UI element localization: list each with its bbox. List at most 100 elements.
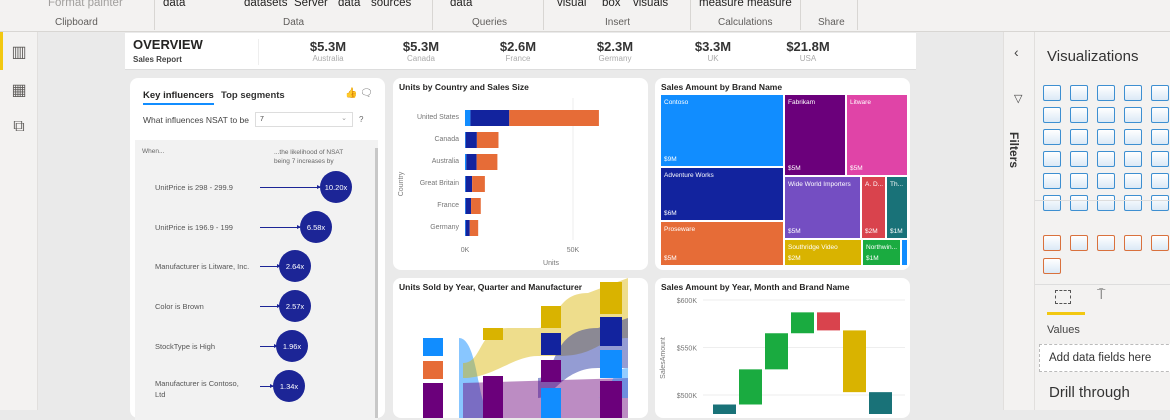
ribbon-segment[interactable]: [600, 282, 622, 314]
visual-type-icon[interactable]: [1070, 129, 1088, 145]
bar-segment[interactable]: [465, 132, 466, 148]
quick-measure-button[interactable]: measure: [747, 0, 792, 9]
bar-segment[interactable]: [476, 154, 498, 170]
visual-type-icon[interactable]: [1070, 151, 1088, 167]
custom-visual-icon[interactable]: [1070, 235, 1088, 251]
tab-top-segments[interactable]: Top segments: [221, 90, 285, 101]
visual-type-icon[interactable]: [1124, 107, 1142, 123]
bar-segment[interactable]: [471, 198, 481, 214]
visual-type-icon[interactable]: [1124, 173, 1142, 189]
waterfall-bar[interactable]: [791, 312, 814, 334]
waterfall-bar[interactable]: [843, 330, 866, 393]
influencer-label[interactable]: UnitPrice is 298 - 299.9: [155, 183, 233, 192]
treemap-tile[interactable]: [901, 239, 908, 266]
custom-visual-icon[interactable]: [1124, 235, 1142, 251]
report-view-icon[interactable]: ▥: [11, 44, 27, 61]
treemap-tile[interactable]: Wide World Importers $5M: [784, 176, 861, 239]
bar-segment[interactable]: [465, 198, 472, 214]
influence-bubble[interactable]: 1.34x: [273, 370, 305, 402]
visual-type-icon[interactable]: [1070, 107, 1088, 123]
visual-type-icon[interactable]: [1151, 151, 1169, 167]
waterfall-bar[interactable]: [869, 392, 892, 414]
thumbs-up-icon[interactable]: 👍: [345, 88, 358, 99]
visual-type-icon[interactable]: [1070, 173, 1088, 189]
enter-data-button[interactable]: data: [338, 0, 361, 9]
influence-bubble[interactable]: 6.58x: [300, 211, 332, 243]
visual-type-icon[interactable]: [1097, 129, 1115, 145]
ribbon-segment[interactable]: [541, 388, 561, 418]
bar-segment[interactable]: [465, 176, 466, 192]
visual-type-icon[interactable]: [1097, 107, 1115, 123]
more-visuals-button[interactable]: visuals: [633, 0, 669, 9]
influencer-label[interactable]: Color is Brown: [155, 302, 204, 311]
fields-tab-icon[interactable]: [1055, 290, 1071, 304]
bar-segment[interactable]: [465, 132, 477, 148]
waterfall-bar[interactable]: [817, 312, 840, 331]
bar-segment[interactable]: [476, 132, 499, 148]
format-painter-button[interactable]: Format painter: [48, 0, 123, 9]
visual-type-icon[interactable]: [1043, 151, 1061, 167]
influence-bubble[interactable]: 1.96x: [276, 330, 308, 362]
visual-type-icon[interactable]: [1043, 85, 1061, 101]
visual-type-icon[interactable]: [1151, 129, 1169, 145]
treemap-tile[interactable]: Proseware $5M: [660, 221, 784, 266]
influencer-label[interactable]: Manufacturer is Contoso, Ltd: [155, 379, 239, 399]
treemap-tile[interactable]: Southridge Video $2M: [784, 239, 862, 266]
bar-segment[interactable]: [465, 110, 471, 126]
ribbon-segment[interactable]: [483, 328, 503, 340]
data-sources-button[interactable]: sources: [371, 0, 412, 9]
bar-segment[interactable]: [509, 110, 599, 126]
influence-bubble[interactable]: 2.57x: [279, 290, 311, 322]
ribbon-segment[interactable]: [541, 333, 561, 355]
sql-server-button[interactable]: Server: [294, 0, 328, 9]
ribbon-segment[interactable]: [600, 381, 622, 418]
feedback-icon[interactable]: 🗨: [360, 88, 373, 99]
bar-segment[interactable]: [465, 176, 473, 192]
sales-waterfall-card[interactable]: Sales Amount by Year, Month and Brand Na…: [655, 278, 910, 418]
ribbon-segment[interactable]: [423, 383, 443, 418]
visual-type-icon[interactable]: [1043, 195, 1061, 211]
custom-visual-icon[interactable]: [1097, 235, 1115, 251]
tab-key-influencers[interactable]: Key influencers: [143, 90, 214, 105]
treemap-tile[interactable]: Litware $5M: [846, 94, 908, 176]
bar-segment[interactable]: [466, 154, 477, 170]
sales-by-brand-card[interactable]: Sales Amount by Brand Name Contoso $9M Adv…: [655, 78, 910, 270]
help-icon[interactable]: ?: [359, 115, 364, 124]
treemap-tile[interactable]: Northwin... $1M: [862, 239, 901, 266]
ribbon-segment[interactable]: [541, 360, 561, 382]
visual-type-icon[interactable]: [1151, 173, 1169, 189]
text-box-button[interactable]: box: [602, 0, 621, 9]
influence-bubble[interactable]: 10.20x: [320, 171, 352, 203]
bar-segment[interactable]: [472, 176, 485, 192]
visual-type-icon[interactable]: [1124, 151, 1142, 167]
add-data-fields-drop[interactable]: Add data fields here: [1039, 344, 1170, 372]
bar-segment[interactable]: [465, 220, 470, 236]
visual-type-icon[interactable]: [1043, 107, 1061, 123]
visual-type-icon[interactable]: [1043, 129, 1061, 145]
visual-type-icon[interactable]: [1097, 195, 1115, 211]
influence-bubble[interactable]: 2.64x: [279, 250, 311, 282]
treemap-tile[interactable]: A. D... $2M: [861, 176, 886, 239]
ribbon-segment[interactable]: [600, 350, 622, 378]
datasets-button[interactable]: datasets: [244, 0, 288, 9]
influencer-label[interactable]: UnitPrice is 196.9 - 199: [155, 223, 233, 232]
units-sold-ribbon-card[interactable]: Units Sold by Year, Quarter and Manufact…: [393, 278, 648, 418]
visual-type-icon[interactable]: [1097, 85, 1115, 101]
ribbon-segment[interactable]: [541, 306, 561, 328]
data-view-icon[interactable]: ▦: [11, 82, 27, 99]
treemap-tile[interactable]: Fabrikam $5M: [784, 94, 846, 176]
collapse-chevron-icon[interactable]: ‹: [1014, 44, 1019, 60]
visual-type-icon[interactable]: [1097, 151, 1115, 167]
new-measure-button[interactable]: measure: [699, 0, 744, 9]
visual-type-icon[interactable]: [1097, 173, 1115, 189]
visual-type-icon[interactable]: [1070, 195, 1088, 211]
visual-type-icon[interactable]: [1124, 195, 1142, 211]
waterfall-bar[interactable]: [713, 404, 736, 415]
scrollbar[interactable]: [375, 148, 378, 418]
custom-visual-icon[interactable]: [1043, 235, 1061, 251]
visual-type-icon[interactable]: [1151, 195, 1169, 211]
visual-type-icon[interactable]: [1124, 85, 1142, 101]
units-by-country-card[interactable]: Units by Country and Sales Size United S…: [393, 78, 648, 270]
filters-label[interactable]: Filters: [1007, 132, 1021, 169]
visual-type-icon[interactable]: [1151, 107, 1169, 123]
